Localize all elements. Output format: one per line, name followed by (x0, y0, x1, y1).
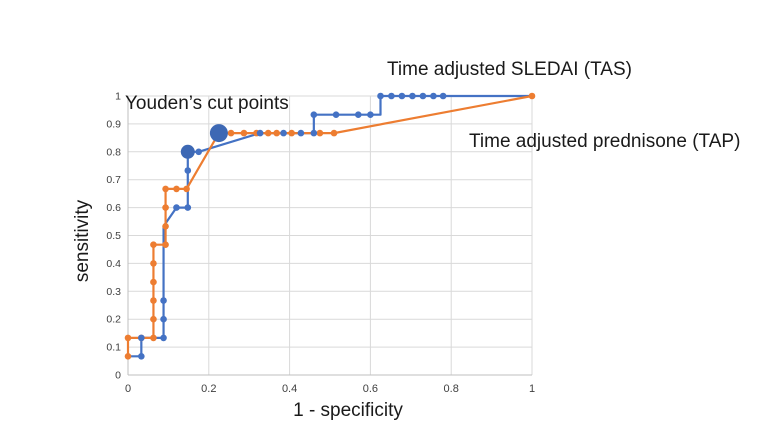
marker-tap (124, 334, 132, 342)
youden-point-tas (180, 144, 195, 159)
marker-tas (160, 297, 167, 304)
youden-point-tap (209, 124, 228, 143)
marker-tap (162, 241, 169, 249)
marker-tas (398, 92, 406, 100)
marker-tap (150, 278, 157, 286)
marker-tas (184, 167, 192, 174)
marker-tas (419, 92, 427, 100)
marker-tap (264, 129, 272, 137)
marker-tap (150, 334, 157, 342)
marker-tas (138, 334, 145, 342)
x-tick-label: 0 (125, 383, 131, 395)
marker-tas (280, 129, 287, 137)
y-tick-label: 0.1 (106, 342, 121, 354)
marker-tas (160, 315, 167, 323)
x-axis-title: 1 - specificity (293, 400, 403, 421)
marker-tap (124, 353, 132, 360)
marker-tas (184, 204, 192, 211)
y-tick-label: 0.3 (106, 286, 121, 298)
marker-tap (227, 129, 235, 137)
marker-tap (528, 92, 536, 100)
marker-tas (310, 129, 318, 137)
y-tick-label: 0.7 (106, 174, 121, 186)
y-tick-label: 0.2 (106, 314, 121, 326)
x-tick-label: 0.6 (363, 383, 378, 395)
marker-tap (240, 129, 248, 137)
marker-tap (162, 204, 169, 211)
marker-tas (367, 111, 374, 118)
y-tick-label: 0.4 (106, 258, 121, 270)
marker-tas (377, 92, 384, 100)
y-tick-label: 0 (115, 370, 121, 382)
marker-tas (195, 148, 202, 156)
marker-tap (273, 129, 280, 137)
y-axis-title: sensitivity (72, 199, 93, 283)
marker-tap (150, 241, 157, 249)
x-tick-label: 0.4 (282, 383, 297, 395)
x-tick-label: 0.2 (201, 383, 216, 395)
marker-tap (330, 129, 338, 137)
series-label-tap: Time adjusted prednisone (TAP) (469, 131, 741, 152)
marker-tap (150, 260, 157, 267)
marker-tap (162, 222, 169, 230)
marker-tap (150, 315, 157, 323)
youden-cut-points-annotation: Youden’s cut points (125, 93, 289, 114)
marker-tap (183, 185, 190, 193)
marker-tas (430, 92, 437, 100)
marker-tas (310, 111, 318, 118)
marker-tas (388, 92, 395, 100)
marker-tap (173, 185, 180, 193)
x-tick-label: 1 (529, 383, 535, 395)
marker-tap (316, 129, 324, 137)
marker-tas (409, 92, 416, 100)
marker-tap (288, 129, 295, 137)
y-tick-label: 0.9 (106, 118, 121, 130)
marker-tap (162, 185, 169, 193)
marker-tas (173, 204, 180, 211)
marker-tas (332, 111, 340, 118)
marker-tap (150, 297, 157, 304)
y-tick-label: 0.8 (106, 146, 121, 158)
x-tick-label: 0.8 (444, 383, 459, 395)
marker-tas (256, 129, 264, 137)
marker-tas (439, 92, 447, 100)
y-tick-label: 0.5 (106, 230, 121, 242)
y-tick-label: 0.6 (106, 202, 121, 214)
marker-tas (138, 353, 145, 360)
series-label-tas: Time adjusted SLEDAI (TAS) (387, 59, 632, 80)
y-tick-label: 1 (115, 91, 121, 103)
marker-tas (354, 111, 362, 118)
marker-tas (297, 129, 305, 137)
marker-tas (160, 334, 167, 342)
